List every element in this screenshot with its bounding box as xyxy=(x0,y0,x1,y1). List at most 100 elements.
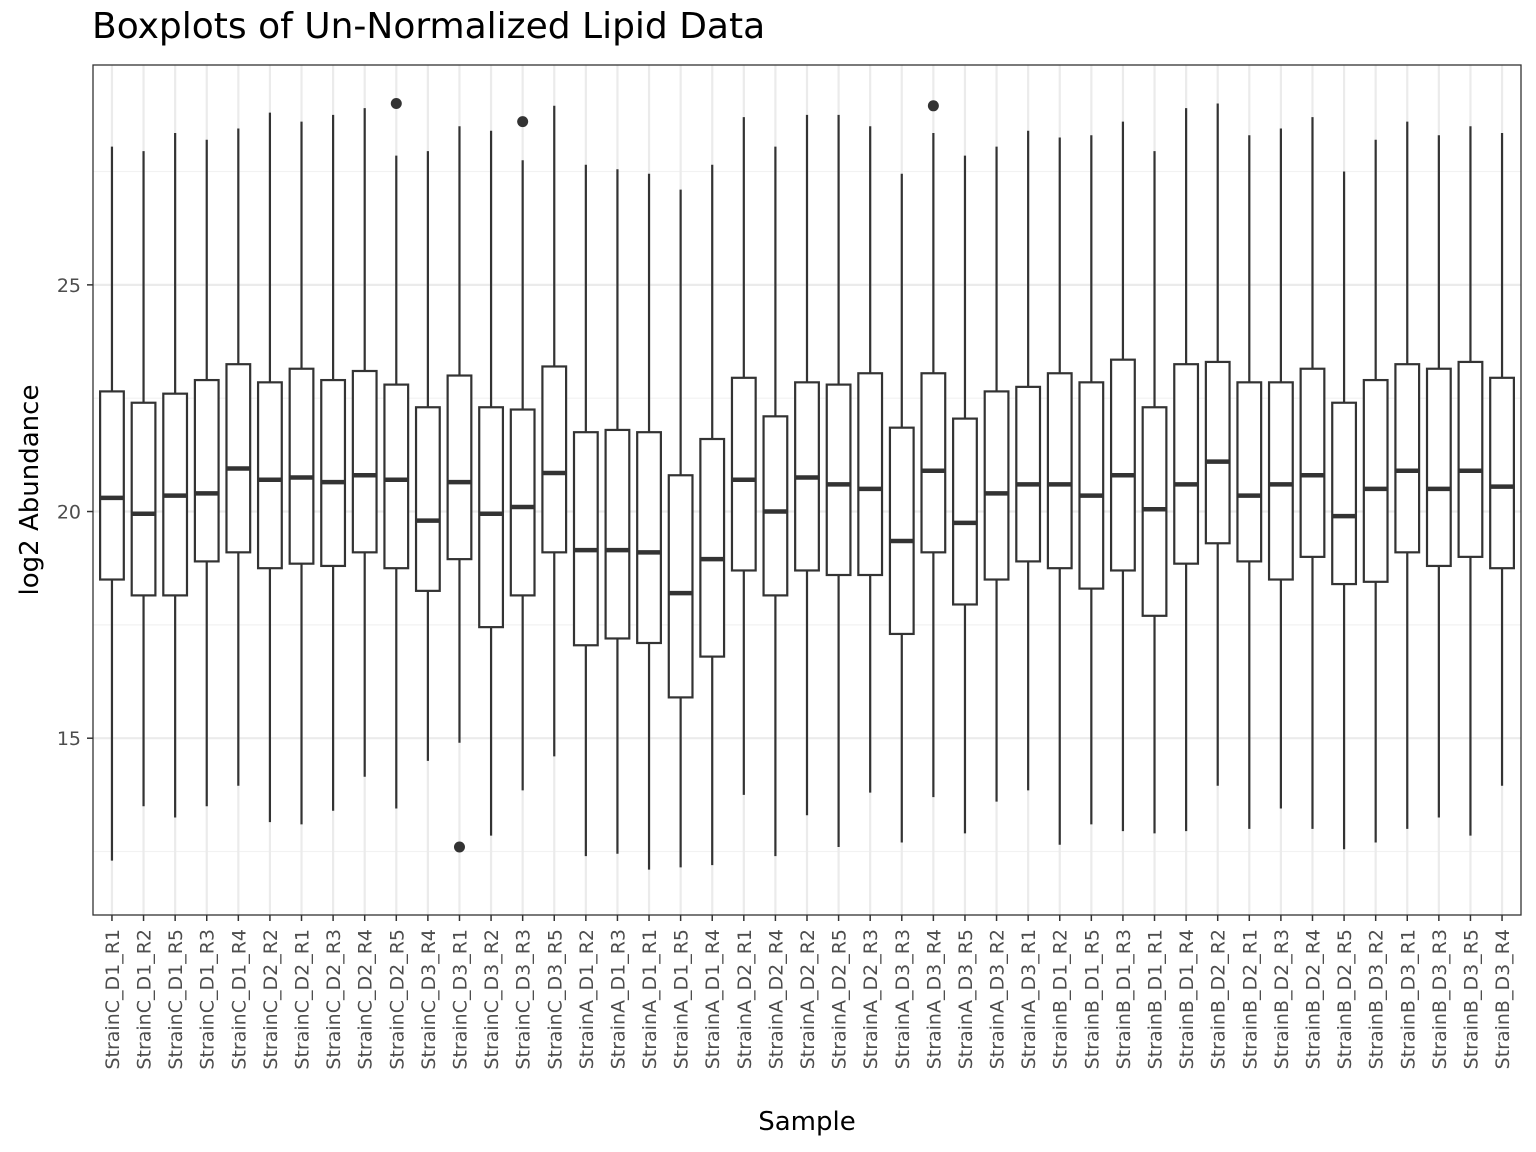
box-StrainC_D2_R2 xyxy=(256,112,283,823)
outlier-point xyxy=(453,841,465,853)
x-tick-label: StrainC_D2_R1 xyxy=(292,929,314,1070)
box-StrainA_D3_R2 xyxy=(983,146,1010,802)
x-tick-label: StrainB_D1_R1 xyxy=(1145,929,1167,1069)
box-iqr xyxy=(857,372,884,577)
box-StrainC_D3_R4 xyxy=(414,151,441,761)
box-iqr xyxy=(288,367,315,565)
x-tick-label: StrainC_D1_R2 xyxy=(134,929,156,1070)
box-StrainB_D1_R3 xyxy=(1109,121,1136,832)
outlier-point xyxy=(390,98,402,110)
x-tick-label: StrainA_D3_R2 xyxy=(987,929,1009,1069)
x-tick-label: StrainC_D3_R1 xyxy=(449,929,471,1070)
box-iqr xyxy=(667,474,694,699)
x-tick-label: StrainB_D3_R3 xyxy=(1429,929,1451,1069)
y-tick-label: 25 xyxy=(57,275,81,297)
box-StrainA_D3_R5 xyxy=(952,155,978,834)
box-StrainC_D2_R4 xyxy=(351,108,378,777)
box-iqr xyxy=(1267,381,1294,581)
box-StrainC_D1_R4 xyxy=(225,128,252,786)
box-StrainC_D3_R2 xyxy=(478,130,505,836)
box-StrainB_D1_R5 xyxy=(1078,135,1105,825)
box-iqr xyxy=(99,390,125,581)
box-StrainC_D3_R3 xyxy=(509,116,536,791)
box-iqr xyxy=(888,426,915,636)
box-StrainC_D3_R5 xyxy=(541,105,568,757)
chart-title: Boxplots of Un-Normalized Lipid Data xyxy=(92,6,766,47)
x-tick-label: StrainB_D3_R4 xyxy=(1492,929,1514,1069)
box-iqr xyxy=(1331,401,1358,586)
x-tick-label: StrainA_D3_R4 xyxy=(923,929,945,1069)
box-iqr xyxy=(193,378,220,563)
box-iqr xyxy=(256,381,283,570)
box-StrainB_D2_R1 xyxy=(1236,135,1263,829)
box-iqr xyxy=(351,369,378,554)
x-tick-label: StrainA_D3_R1 xyxy=(1018,929,1040,1069)
box-StrainB_D3_R5 xyxy=(1457,126,1484,836)
x-tick-label: StrainC_D3_R3 xyxy=(513,929,535,1070)
box-StrainC_D2_R1 xyxy=(288,121,315,825)
x-tick-label: StrainC_D1_R3 xyxy=(197,929,219,1070)
x-tick-label: StrainC_D2_R4 xyxy=(355,929,377,1070)
box-StrainB_D3_R2 xyxy=(1362,139,1389,843)
x-tick-label: StrainC_D1_R1 xyxy=(102,929,124,1070)
box-StrainB_D2_R2 xyxy=(1204,103,1231,786)
box-iqr xyxy=(762,415,789,597)
box-iqr xyxy=(1362,378,1389,583)
box-iqr xyxy=(1078,381,1105,590)
box-StrainA_D1_R3 xyxy=(604,169,631,854)
box-iqr xyxy=(1204,360,1231,545)
box-StrainA_D1_R2 xyxy=(572,164,599,857)
x-tick-label: StrainC_D1_R4 xyxy=(228,929,250,1070)
box-iqr xyxy=(572,431,599,647)
box-iqr xyxy=(509,408,536,597)
x-tick-label: StrainB_D2_R1 xyxy=(1239,929,1261,1069)
box-StrainA_D1_R5 xyxy=(667,189,694,868)
box-StrainC_D2_R3 xyxy=(320,114,347,811)
box-StrainA_D2_R4 xyxy=(762,146,789,857)
box-StrainC_D1_R2 xyxy=(130,151,157,807)
x-tick-label: StrainB_D1_R4 xyxy=(1176,929,1198,1069)
x-tick-label: StrainA_D2_R2 xyxy=(797,929,819,1069)
box-StrainB_D1_R4 xyxy=(1173,108,1200,832)
x-tick-label: StrainC_D2_R3 xyxy=(323,929,345,1070)
outlier-point xyxy=(927,100,939,112)
box-StrainC_D2_R5 xyxy=(383,98,410,809)
box-iqr xyxy=(1141,406,1168,617)
box-iqr xyxy=(478,406,505,629)
box-StrainB_D3_R3 xyxy=(1425,135,1452,818)
box-iqr xyxy=(1015,385,1042,563)
box-iqr xyxy=(920,372,947,554)
x-tick-label: StrainC_D2_R2 xyxy=(260,929,282,1070)
y-tick-label: 20 xyxy=(57,502,81,524)
box-StrainB_D2_R3 xyxy=(1267,128,1294,809)
box-StrainA_D2_R5 xyxy=(825,114,852,847)
box-StrainB_D2_R4 xyxy=(1299,117,1326,829)
box-StrainC_D1_R5 xyxy=(162,133,189,818)
box-iqr xyxy=(1299,367,1326,558)
box-iqr xyxy=(1236,381,1263,563)
x-tick-label: StrainC_D3_R4 xyxy=(418,929,440,1070)
box-iqr xyxy=(383,383,410,570)
x-axis-title: Sample xyxy=(758,1107,856,1137)
box-StrainB_D1_R2 xyxy=(1046,137,1073,845)
box-iqr xyxy=(952,417,978,606)
x-tick-label: StrainB_D1_R2 xyxy=(1050,929,1072,1069)
x-tick-label: StrainB_D2_R4 xyxy=(1302,929,1324,1069)
box-StrainA_D3_R3 xyxy=(888,173,915,843)
x-tick-label: StrainB_D2_R2 xyxy=(1208,929,1230,1069)
x-axis: StrainC_D1_R1 StrainC_D1_R2 StrainC_D1_R5 S… xyxy=(102,915,1514,1070)
outlier-point xyxy=(517,116,529,128)
box-StrainB_D2_R5 xyxy=(1331,171,1358,850)
y-axis: 15 20 25 xyxy=(57,275,93,750)
box-StrainB_D3_R4 xyxy=(1489,133,1515,786)
box-iqr xyxy=(541,365,568,554)
box-StrainA_D1_R4 xyxy=(699,164,726,866)
x-tick-label: StrainC_D3_R5 xyxy=(544,929,566,1070)
box-iqr xyxy=(1457,360,1484,558)
x-tick-label: StrainA_D2_R1 xyxy=(734,929,756,1069)
box-iqr xyxy=(1394,363,1421,554)
x-tick-label: StrainB_D3_R2 xyxy=(1366,929,1388,1069)
x-tick-label: StrainA_D3_R5 xyxy=(955,929,977,1069)
box-StrainA_D3_R4 xyxy=(920,100,947,798)
